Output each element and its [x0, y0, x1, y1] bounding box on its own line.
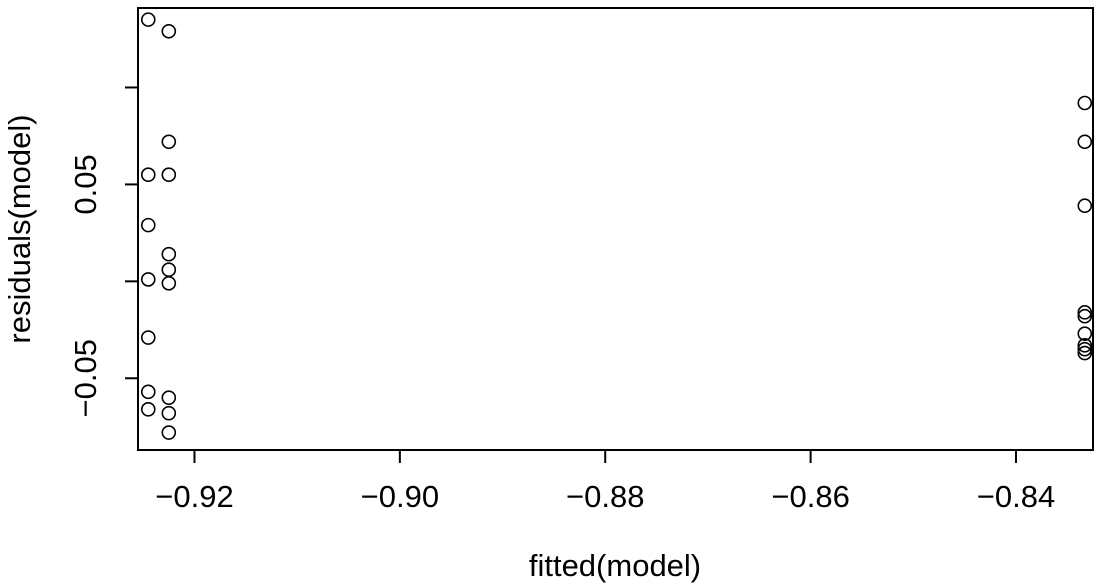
x-tick-label-2: −0.88 [566, 479, 644, 514]
data-point-5 [140, 217, 156, 233]
data-point-16 [1077, 95, 1093, 111]
data-point-9 [161, 275, 177, 291]
data-point-6 [161, 246, 177, 262]
x-tick-label-4: −0.84 [977, 479, 1055, 514]
data-point-0 [140, 12, 156, 27]
data-points [140, 12, 1093, 440]
x-tick-label-3: −0.86 [771, 479, 849, 514]
data-point-7 [161, 262, 177, 278]
data-point-10 [140, 330, 156, 345]
data-point-14 [161, 405, 177, 421]
data-point-17 [1077, 134, 1093, 150]
y-tick-label-2: 0.05 [68, 154, 103, 214]
x-tick-label-0: −0.92 [155, 479, 233, 514]
x-axis: −0.92 −0.90 −0.88 −0.86 −0.84 [155, 449, 1055, 514]
data-point-11 [140, 384, 156, 400]
data-point-20 [1077, 308, 1093, 324]
y-axis-title: residuals(model) [2, 114, 37, 343]
data-point-4 [161, 167, 177, 183]
data-point-12 [161, 390, 177, 405]
x-tick-label-1: −0.90 [361, 479, 439, 514]
plot-frame [137, 7, 1094, 451]
data-point-24 [1077, 345, 1093, 361]
data-point-13 [140, 401, 156, 417]
data-point-19 [1077, 305, 1093, 320]
data-point-23 [1077, 341, 1093, 357]
data-point-22 [1077, 338, 1093, 353]
data-point-18 [1077, 198, 1093, 214]
data-point-3 [140, 167, 156, 183]
data-point-21 [1077, 326, 1093, 341]
y-tick-label-0: −0.05 [68, 339, 103, 417]
data-point-8 [140, 272, 156, 287]
data-point-1 [161, 23, 177, 39]
x-axis-title: fitted(model) [529, 548, 701, 583]
y-axis: −0.05 0.05 [68, 86, 139, 417]
data-point-15 [161, 425, 177, 440]
data-point-2 [161, 134, 177, 150]
